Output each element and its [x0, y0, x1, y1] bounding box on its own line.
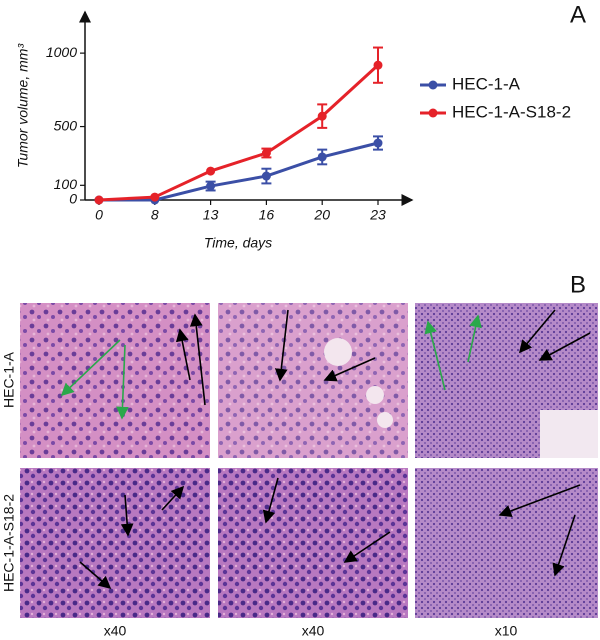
data-point — [373, 138, 383, 148]
data-point — [317, 152, 327, 162]
arrow — [498, 484, 581, 518]
series-line — [99, 141, 379, 202]
data-point — [261, 148, 271, 158]
x-tick-label: 16 — [259, 207, 275, 223]
micrograph — [415, 468, 598, 618]
arrow — [274, 309, 289, 382]
data-point — [150, 192, 160, 202]
arrow — [120, 494, 134, 537]
line-chart: Tumor volume, mm³ Time, days 01005001000… — [15, 10, 571, 251]
legend-marker — [428, 80, 438, 90]
panel-label: A — [570, 1, 586, 28]
micrograph — [20, 468, 210, 618]
y-tick-label: 100 — [54, 176, 78, 192]
legend-label: HEC-1-A-S18-2 — [452, 102, 571, 121]
x-tick-label: 0 — [95, 207, 103, 223]
arrow — [161, 485, 185, 511]
x-tick-label: 23 — [369, 207, 386, 223]
data-point — [94, 195, 104, 205]
micrograph — [20, 303, 210, 458]
arrow — [323, 357, 376, 382]
histology-grid: HEC-1-A HEC-1-A-S18-2 x40 x40 x10 — [1, 303, 598, 639]
magnification: x40 — [104, 623, 127, 639]
vacuole — [377, 412, 393, 428]
arrow — [116, 344, 129, 420]
arrow — [343, 531, 391, 563]
legend-marker — [428, 108, 438, 118]
y-tick-label: 1000 — [46, 44, 77, 60]
x-tick-label: 13 — [203, 207, 219, 223]
magnification: x10 — [495, 623, 518, 639]
arrow — [424, 320, 446, 391]
arrow — [60, 339, 121, 397]
arrow — [189, 313, 206, 406]
arrow — [538, 332, 591, 361]
y-axis-label: Tumor volume, mm³ — [15, 44, 31, 169]
arrow — [552, 514, 576, 577]
x-tick-label: 20 — [313, 207, 330, 223]
arrow — [175, 328, 191, 381]
y-tick-label: 500 — [54, 117, 78, 133]
data-point — [317, 111, 327, 121]
data-point — [373, 60, 383, 70]
arrow — [262, 477, 279, 524]
y-tick-label: 0 — [69, 191, 77, 207]
arrow — [467, 314, 482, 363]
row-label: HEC-1-A — [1, 351, 17, 408]
magnification: x40 — [302, 623, 325, 639]
data-point — [206, 181, 216, 191]
row-label: HEC-1-A-S18-2 — [1, 494, 17, 592]
x-tick-label: 8 — [151, 207, 159, 223]
data-point — [206, 166, 216, 176]
micrograph — [218, 468, 408, 618]
x-axis-label: Time, days — [204, 235, 272, 251]
arrows — [60, 309, 591, 590]
micrograph — [218, 303, 408, 458]
vacuole — [324, 338, 352, 366]
panel-label: B — [570, 271, 586, 298]
vacuole — [366, 386, 384, 404]
arrow — [518, 309, 556, 354]
arrow — [79, 561, 112, 590]
legend-label: HEC-1-A — [452, 74, 521, 93]
series-line — [98, 64, 380, 202]
fat-tissue — [540, 410, 598, 458]
data-point — [261, 171, 271, 181]
